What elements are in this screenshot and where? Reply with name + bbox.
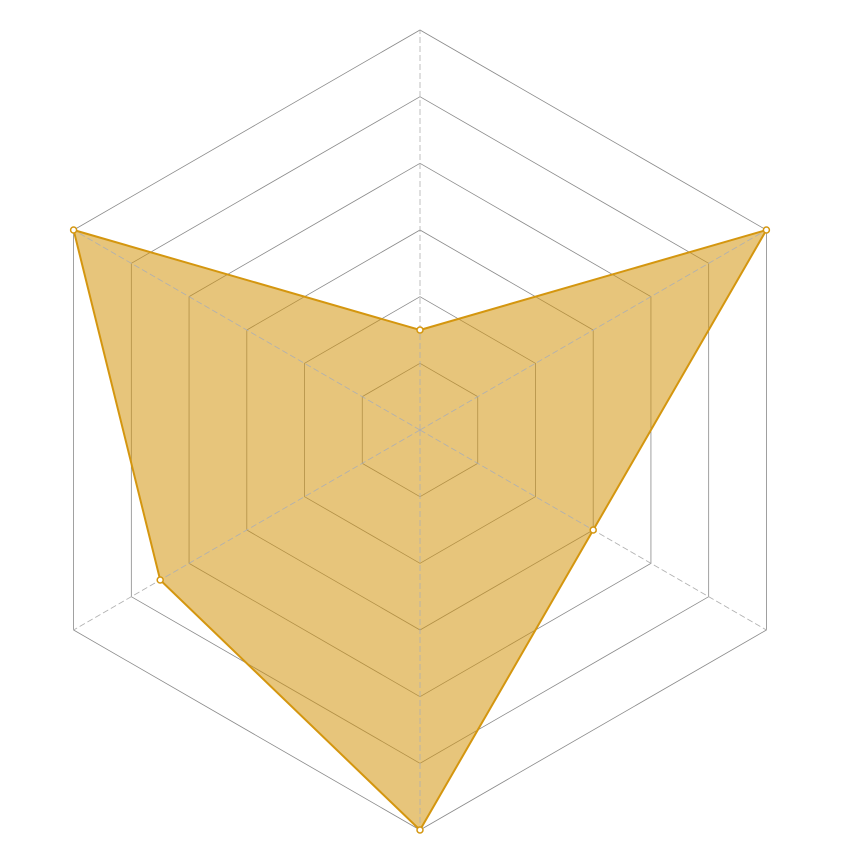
data-point [416, 826, 424, 834]
axis-spoke [419, 229, 767, 431]
data-point [69, 226, 78, 234]
data-point [762, 226, 771, 234]
data-point [416, 326, 424, 334]
axis-spoke [73, 229, 421, 431]
axis-spoke [73, 429, 421, 631]
data-point [156, 576, 164, 584]
data-point [589, 526, 597, 534]
